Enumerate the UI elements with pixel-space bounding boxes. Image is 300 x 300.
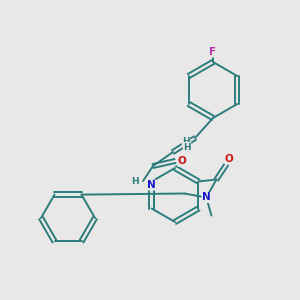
Text: H: H [183, 142, 191, 152]
Text: O: O [224, 154, 233, 164]
Text: H: H [182, 136, 190, 146]
Text: F: F [209, 47, 217, 57]
Text: O: O [178, 156, 186, 166]
Text: N: N [147, 180, 155, 190]
Text: N: N [202, 193, 211, 202]
Text: H: H [131, 176, 139, 185]
